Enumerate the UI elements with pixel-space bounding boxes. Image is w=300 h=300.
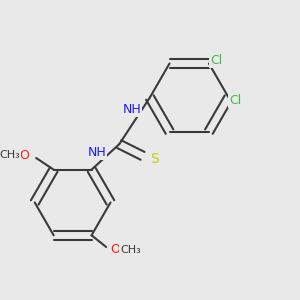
Text: O: O: [20, 148, 29, 162]
Text: O: O: [110, 243, 120, 256]
Text: CH₃: CH₃: [121, 245, 141, 255]
Text: CH₃: CH₃: [0, 150, 20, 160]
Text: Cl: Cl: [210, 54, 222, 67]
Text: S: S: [150, 152, 159, 166]
Text: Cl: Cl: [230, 94, 242, 107]
Text: NH: NH: [122, 103, 141, 116]
Text: NH: NH: [87, 146, 106, 159]
